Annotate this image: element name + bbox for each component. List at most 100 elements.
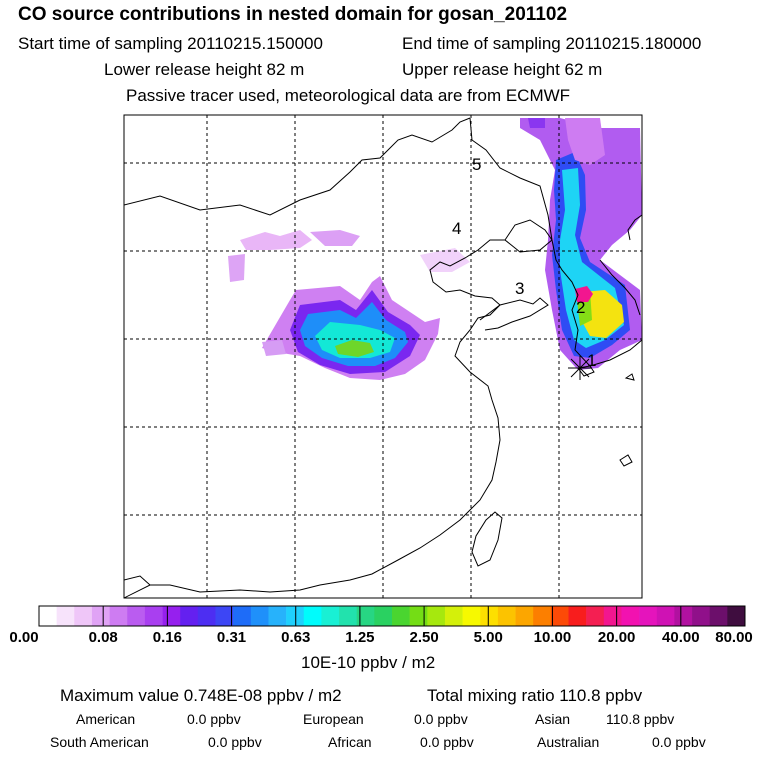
colorbar-tick-label: 0.63	[281, 629, 311, 646]
coastlines	[124, 117, 642, 598]
colorbar-swatch	[550, 606, 569, 626]
colorbar-swatch	[621, 606, 640, 626]
colorbar-swatch	[180, 606, 199, 626]
map-frame	[123, 114, 643, 599]
european-label: European	[303, 711, 364, 727]
african-value: 0.0 ppbv	[420, 734, 474, 750]
graticule	[124, 115, 642, 598]
plume-patch-1	[240, 230, 312, 250]
plume-top-patch	[565, 118, 605, 165]
plume-max	[575, 286, 593, 302]
plume-korea-yellow	[580, 290, 624, 338]
colorbar-swatch	[639, 606, 658, 626]
american-value: 0.0 ppbv	[187, 711, 241, 727]
start-time: Start time of sampling 20110215.150000	[18, 34, 323, 53]
colorbar-swatch	[374, 606, 393, 626]
colorbar-tick-label: 0.31	[216, 629, 247, 646]
colorbar-swatch	[74, 606, 93, 626]
trajectory-markers: 1 2 3 4 5	[452, 155, 596, 380]
american-label: American	[76, 711, 136, 727]
colorbar-frame	[38, 605, 746, 627]
plume-inland-peak	[335, 340, 374, 357]
colorbar-swatch	[409, 606, 428, 626]
colorbar-swatch	[339, 606, 357, 626]
liaodong-coast	[504, 219, 553, 241]
colorbar-swatch	[586, 606, 605, 626]
colorbar-swatch	[515, 606, 534, 626]
colorbar-swatch	[286, 606, 305, 626]
lower-release-height: Lower release height 82 m	[104, 60, 305, 79]
colorbar-swatch	[656, 606, 675, 626]
colorbar-swatch	[568, 606, 587, 626]
taiwan-island	[471, 511, 503, 567]
colorbar-swatch	[197, 606, 216, 626]
tracer-note: Passive tracer used, meteorological data…	[126, 86, 571, 105]
colorbar-tick-label: 40.00	[662, 629, 700, 646]
colorbar-swatch	[692, 606, 710, 626]
colorbar-swatch	[91, 606, 110, 626]
colorbar-swatch	[233, 606, 252, 626]
trajectory-label-1: 1	[587, 351, 596, 370]
plume-patch-3	[228, 254, 245, 282]
colorbar	[39, 606, 746, 626]
european-value: 0.0 ppbv	[414, 711, 468, 727]
japan-coast	[627, 214, 642, 241]
colorbar-swatch	[321, 606, 340, 626]
plume-inland-center	[315, 322, 395, 358]
trajectory-label-4: 4	[452, 219, 461, 238]
colorbar-tick-label: 5.00	[473, 629, 503, 646]
total-mixing-ratio: Total mixing ratio 110.8 ppbv	[427, 686, 643, 705]
asian-value: 110.8 ppbv	[606, 711, 675, 727]
trajectory-label-2: 2	[576, 298, 585, 317]
african-label: African	[328, 734, 372, 750]
colorbar-swatch	[56, 606, 75, 626]
colorbar-tick-label: 2.50	[409, 629, 439, 646]
colorbar-tick-label: 1.25	[345, 629, 375, 646]
colorbar-swatch	[268, 606, 287, 626]
border-north	[124, 117, 471, 216]
plume-patch-4	[420, 248, 470, 272]
colorbar-swatch	[462, 606, 481, 626]
hainan-coast	[124, 575, 151, 586]
colorbar-tick-label: 0.00	[9, 629, 39, 646]
australian-value: 0.0 ppbv	[652, 734, 706, 750]
asian-label: Asian	[535, 711, 571, 727]
colorbar-swatch	[497, 606, 516, 626]
page-title: CO source contributions in nested domain…	[18, 4, 568, 25]
colorbar-swatch	[356, 606, 375, 626]
trajectory-label-5: 5	[472, 155, 481, 174]
south-american-label: South American	[50, 734, 149, 750]
colorbar-swatch	[427, 606, 446, 626]
colorbar-tick-label: 20.00	[597, 629, 636, 646]
plume-top-patch-2	[528, 118, 545, 128]
end-time: End time of sampling 20110215.180000	[402, 34, 702, 53]
colorbar-swatch	[215, 606, 234, 626]
border-northeast	[469, 117, 553, 241]
colorbar-swatch	[533, 606, 552, 626]
colorbar-swatch	[39, 606, 57, 626]
colorbar-swatch	[709, 606, 728, 626]
bohai-coast	[124, 239, 553, 598]
small-island-1	[619, 454, 633, 467]
colorbar-swatch	[162, 606, 181, 626]
jeju-island	[577, 365, 595, 377]
max-value: Maximum value 0.748E-08 ppbv / m2	[60, 686, 342, 705]
colorbar-swatch	[727, 606, 746, 626]
release-site-marker	[568, 356, 592, 380]
colorbar-swatch	[603, 606, 622, 626]
colorbar-swatch	[444, 606, 463, 626]
colorbar-swatch	[250, 606, 269, 626]
shandong-peninsula	[479, 297, 549, 331]
australian-label: Australian	[537, 734, 600, 750]
colorbar-swatch	[674, 606, 693, 626]
concentration-field	[228, 118, 642, 380]
colorbar-tick-label: 10.00	[533, 629, 572, 646]
upper-release-height: Upper release height 62 m	[402, 60, 603, 79]
korean-peninsula	[551, 239, 642, 367]
colorbar-swatch	[144, 606, 163, 626]
colorbar-units: 10E-10 ppbv / m2	[301, 653, 436, 672]
trajectory-label-3: 3	[515, 279, 524, 298]
colorbar-swatch	[109, 606, 128, 626]
colorbar-swatch	[127, 606, 146, 626]
